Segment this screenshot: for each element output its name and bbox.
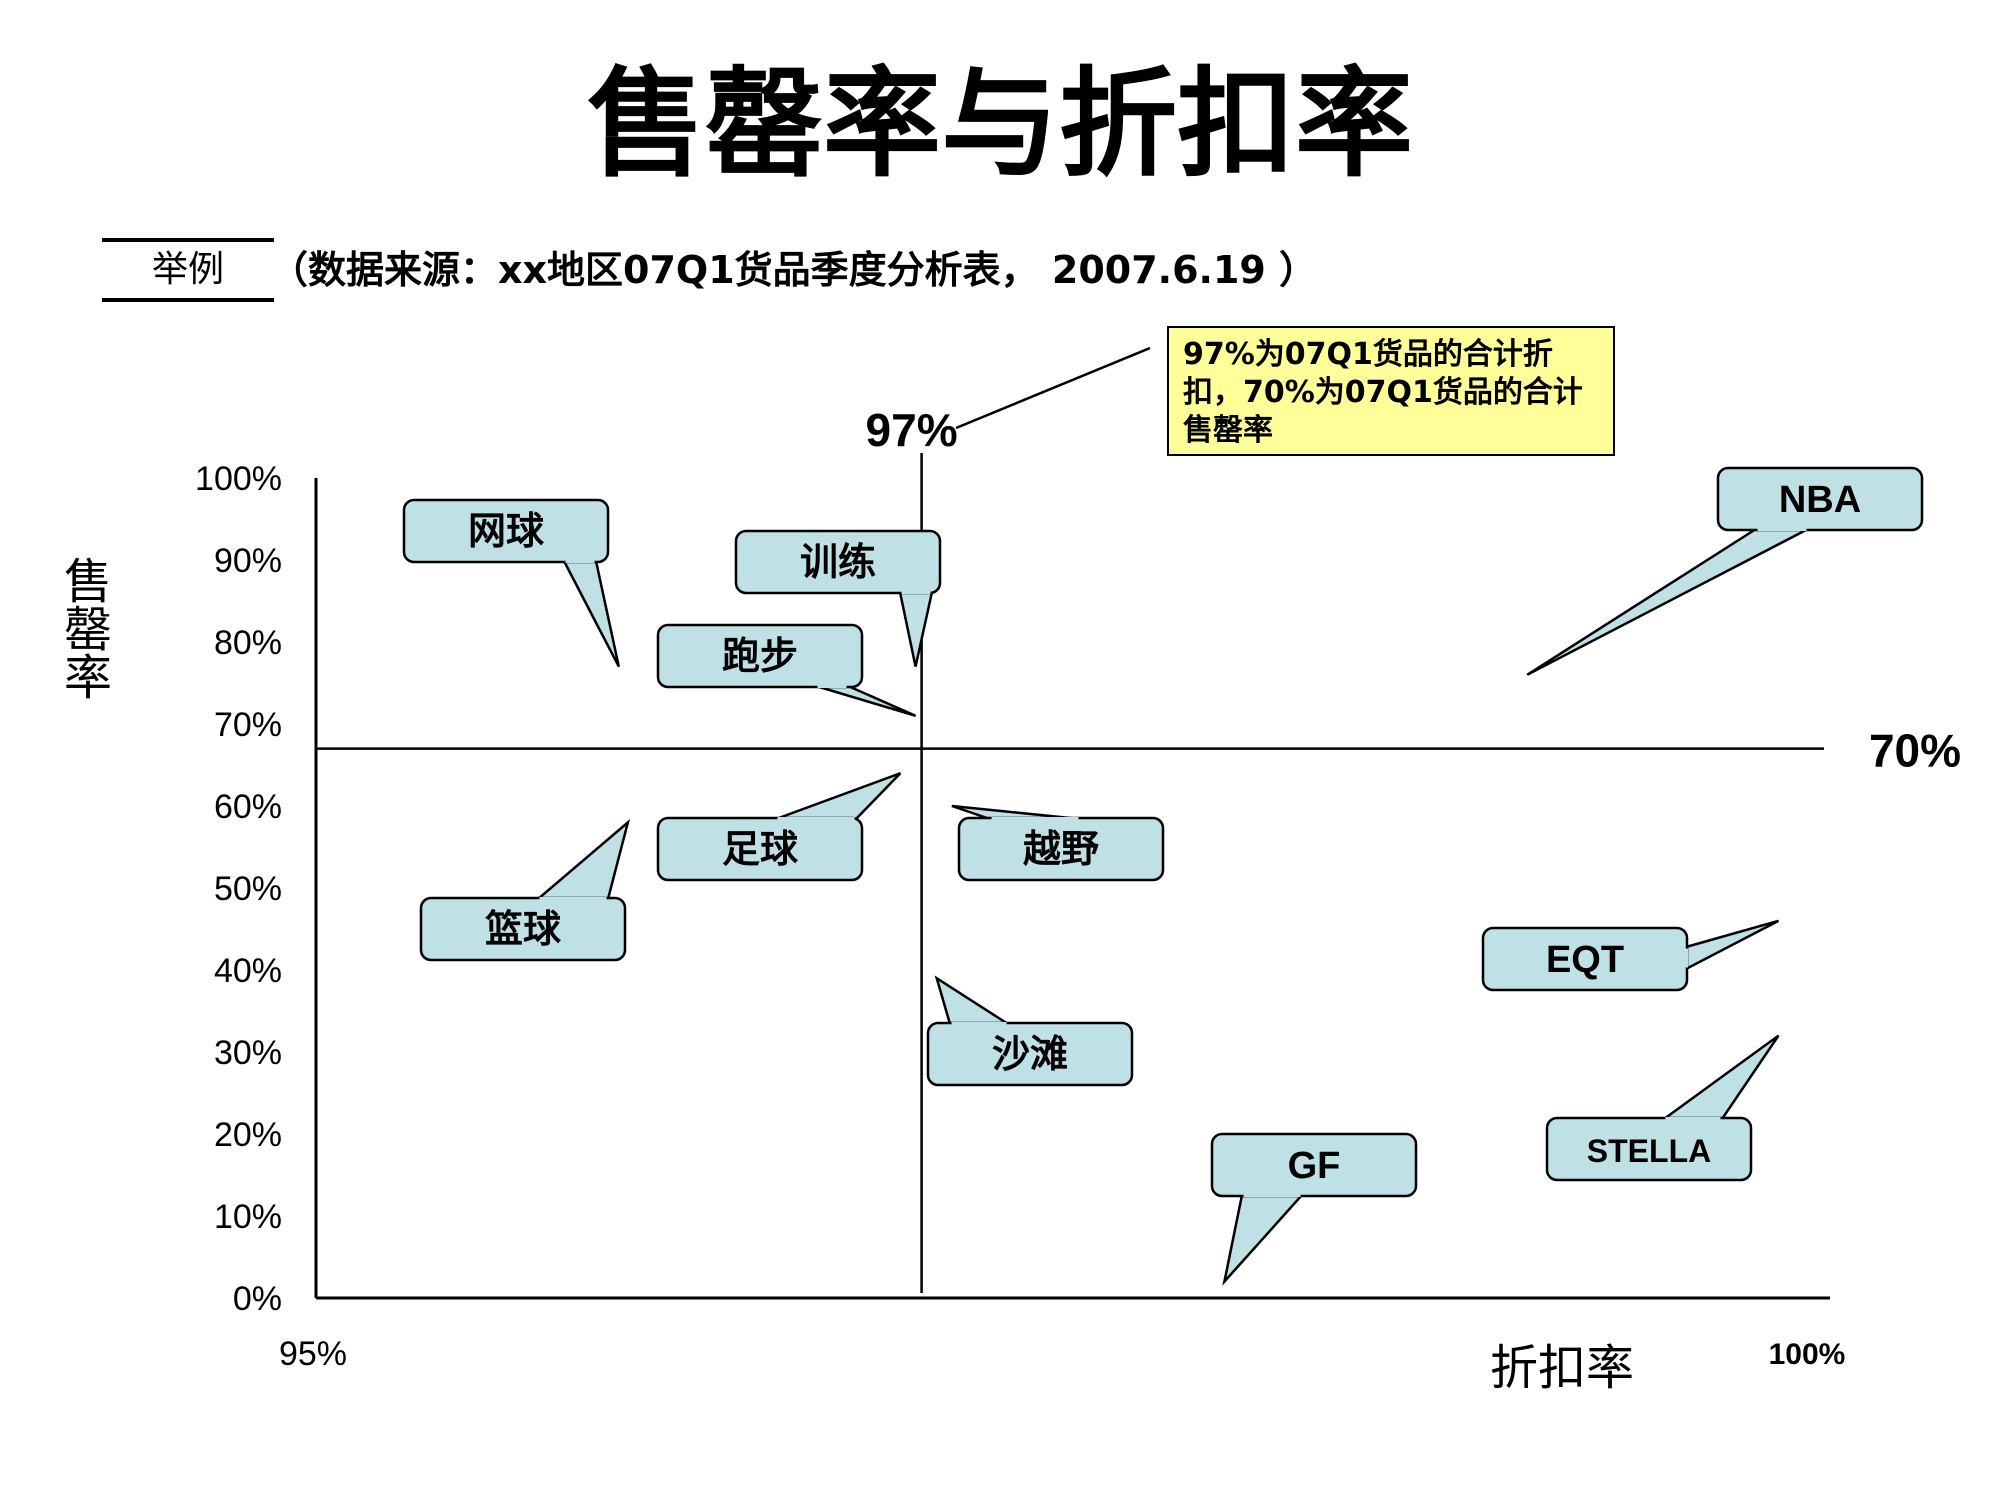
y-tick-label: 90% bbox=[214, 542, 282, 580]
callout-EQT: EQT bbox=[1481, 919, 1780, 992]
callout-STELLA: STELLA bbox=[1545, 1034, 1780, 1182]
point-label: 训练 bbox=[800, 540, 876, 584]
callout-box bbox=[734, 529, 942, 595]
y-tick-label: 60% bbox=[214, 788, 282, 826]
point-label: 跑步 bbox=[722, 634, 798, 678]
callout-box bbox=[656, 816, 864, 882]
y-tick-label: 40% bbox=[214, 952, 282, 990]
chart-axes bbox=[314, 478, 1830, 1300]
chart-ticks: 0% 10% 20% 30% 40% 50% 60% 70% 80% 90% 100% 95% 100% bbox=[195, 460, 1845, 1373]
callout-NBA: NBA bbox=[1526, 466, 1924, 676]
callout-越野: 越野 bbox=[951, 804, 1165, 882]
reference-label-horizontal: 70% bbox=[1869, 725, 1961, 777]
callout-网球: 网球 bbox=[402, 498, 621, 668]
y-tick-label: 80% bbox=[214, 624, 282, 662]
y-tick-label: 50% bbox=[214, 870, 282, 908]
callout-tail bbox=[775, 772, 902, 821]
point-label: 网球 bbox=[468, 509, 545, 553]
data-source-note: （数据来源：xx地区07Q1货品季度分析表， 2007.6.19 ） bbox=[270, 248, 1318, 292]
callout-box bbox=[1716, 466, 1924, 532]
point-label: EQT bbox=[1546, 939, 1624, 981]
callout-tail bbox=[561, 559, 621, 668]
callout-tail bbox=[898, 590, 934, 667]
page-title: 售罄率与折扣率 bbox=[586, 55, 1413, 193]
axis-labels: 折扣率 售罄率 bbox=[64, 554, 1634, 1396]
callout-沙滩: 沙滩 bbox=[926, 975, 1134, 1087]
annotation-leader-line bbox=[955, 346, 1151, 430]
x-tick-label: 95% bbox=[279, 1335, 347, 1373]
y-tick-label: 20% bbox=[214, 1116, 282, 1154]
y-tick-label: 30% bbox=[214, 1034, 282, 1072]
y-tick-label: 100% bbox=[195, 460, 282, 498]
callout-box bbox=[656, 623, 864, 689]
callout-tail bbox=[934, 975, 1013, 1026]
callout-tail bbox=[815, 684, 917, 717]
point-label: STELLA bbox=[1587, 1133, 1711, 1169]
x-tick-label: 100% bbox=[1769, 1338, 1846, 1371]
callout-box bbox=[419, 896, 627, 962]
callout-box bbox=[1210, 1132, 1418, 1198]
y-tick-label: 70% bbox=[214, 706, 282, 744]
callout-GF: GF bbox=[1210, 1132, 1418, 1286]
point-label: 足球 bbox=[722, 827, 799, 871]
callout-tail bbox=[1660, 1034, 1780, 1121]
example-label: 举例 bbox=[102, 238, 274, 302]
callout-box bbox=[926, 1021, 1134, 1087]
y-axis-title: 售罄率 bbox=[64, 554, 112, 706]
callout-跑步: 跑步 bbox=[656, 623, 917, 717]
y-tick-label: 10% bbox=[214, 1198, 282, 1236]
point-label: 沙滩 bbox=[992, 1032, 1068, 1076]
callout-训练: 训练 bbox=[734, 529, 942, 667]
callout-box bbox=[1545, 1116, 1753, 1182]
point-label: GF bbox=[1288, 1145, 1341, 1187]
point-label: 越野 bbox=[1023, 827, 1099, 871]
callout-tail bbox=[1684, 919, 1780, 972]
callout-tail bbox=[534, 818, 631, 901]
callout-篮球: 篮球 bbox=[419, 818, 631, 962]
callout-tail bbox=[1222, 1193, 1305, 1286]
y-tick-label: 0% bbox=[233, 1280, 282, 1318]
callout-tail bbox=[1526, 527, 1809, 676]
callout-box bbox=[402, 498, 610, 564]
annotation-note-box: 97%为07Q1货品的合计折扣，70%为07Q1货品的合计售罄率 bbox=[1167, 326, 1615, 456]
point-label: NBA bbox=[1779, 479, 1861, 521]
callout-足球: 足球 bbox=[656, 772, 902, 882]
x-axis-title: 折扣率 bbox=[1490, 1340, 1634, 1396]
point-label: 篮球 bbox=[485, 907, 562, 951]
reference-label-vertical: 97% bbox=[866, 404, 958, 456]
